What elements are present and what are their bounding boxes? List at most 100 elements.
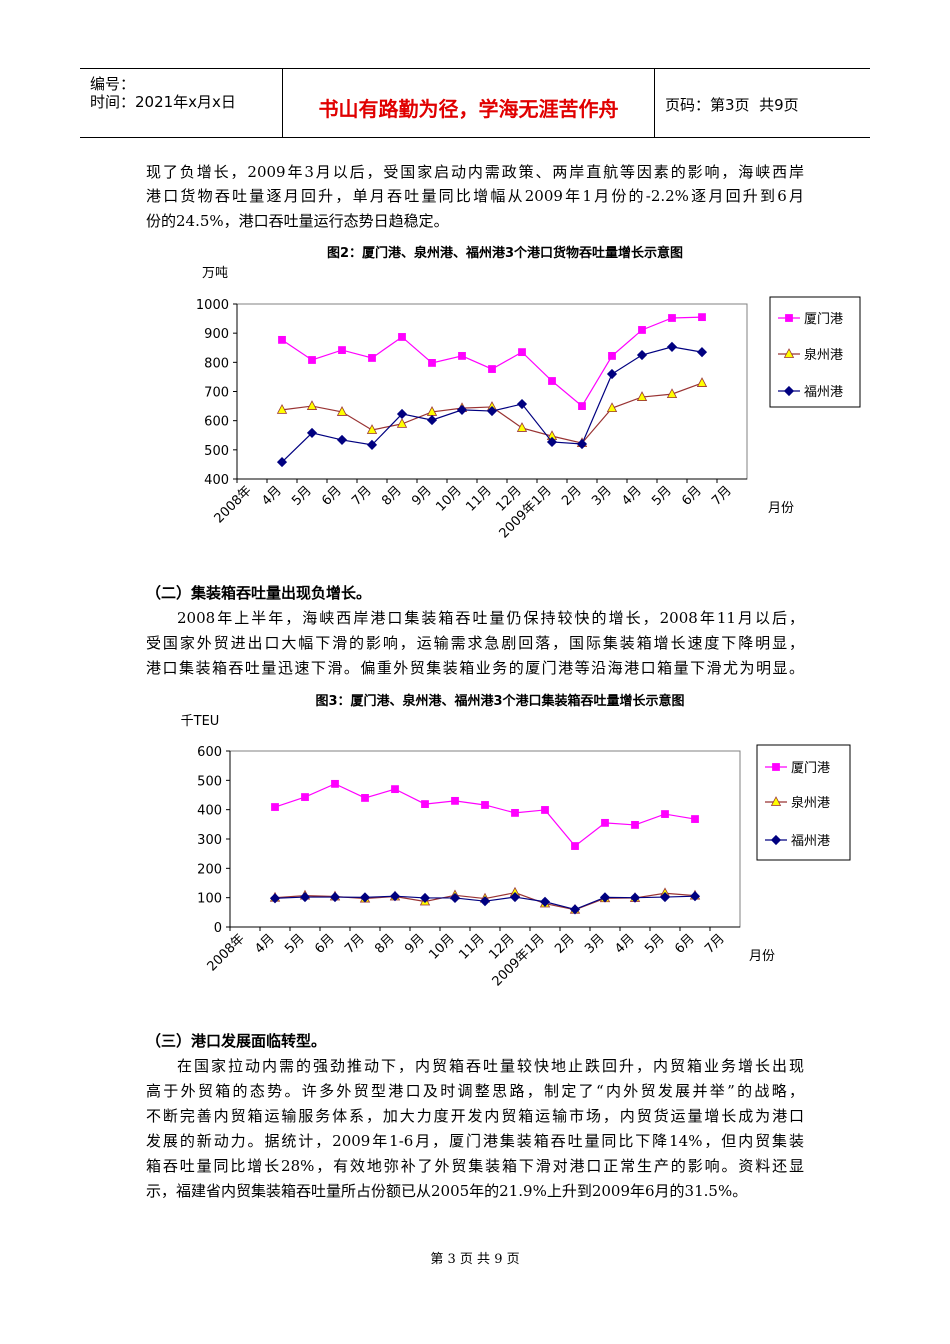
- y-tick-label: 500: [204, 444, 229, 459]
- marker: [783, 385, 795, 397]
- marker: [659, 892, 671, 903]
- plot-area: [236, 303, 748, 480]
- marker: [276, 457, 288, 468]
- y-tick-label: 200: [197, 862, 222, 877]
- marker: [599, 892, 611, 903]
- marker: [428, 359, 436, 367]
- text-line: 份的24.5%，港口吞吐量运行态势日趋稳定。: [146, 212, 449, 230]
- marker: [785, 314, 793, 322]
- marker: [668, 314, 676, 322]
- x-tick-label: 9月: [409, 483, 435, 509]
- marker: [666, 388, 678, 399]
- marker: [516, 422, 528, 432]
- marker: [306, 400, 318, 410]
- marker: [569, 904, 581, 915]
- marker: [578, 402, 586, 410]
- marker: [539, 896, 551, 907]
- header-right: 页码：第3页 共9页: [665, 69, 870, 137]
- y-tick-label: 1000: [196, 298, 229, 313]
- x-axis-label: 月份: [768, 501, 794, 516]
- marker: [486, 405, 498, 417]
- x-tick-label: 6月: [312, 931, 338, 957]
- time: 时间：2021年x月x日: [90, 93, 236, 111]
- marker: [338, 346, 346, 354]
- y-tick-label: 400: [197, 804, 222, 819]
- x-tick-label: 5月: [649, 483, 675, 509]
- marker: [336, 434, 348, 445]
- marker: [770, 796, 782, 806]
- marker: [396, 408, 408, 420]
- text-line: 箱吞吐量同比增长28%，有效地弥补了外贸集装箱下滑对港口正常生产的影响。资料还显: [146, 1157, 804, 1175]
- marker: [449, 892, 461, 904]
- marker: [456, 404, 468, 415]
- marker: [306, 427, 318, 438]
- x-tick-label: 11月: [456, 931, 487, 962]
- x-tick-label: 5月: [642, 931, 668, 957]
- marker: [783, 348, 795, 358]
- legend-label: 泉州港: [791, 795, 830, 811]
- x-tick-label: 6月: [319, 483, 345, 509]
- x-tick-label: 3月: [582, 931, 608, 957]
- x-tick-label: 6月: [672, 931, 698, 957]
- header: 编号： 时间：2021年x月x日 书山有路勤为径，学海无涯苦作舟 页码：第3页 …: [80, 68, 870, 138]
- marker: [698, 313, 706, 322]
- legend-label: 厦门港: [791, 761, 830, 776]
- x-tick-label: 11月: [463, 483, 494, 514]
- section-heading: （三）港口发展面临转型。: [146, 1032, 327, 1050]
- marker: [696, 377, 708, 387]
- legend: [769, 296, 861, 408]
- text-line: 港口集装箱吞吐量迅速下滑。偏重外贸集装箱业务的厦门港等沿海港口箱量下滑尤为明显。: [146, 659, 804, 677]
- y-tick-label: 300: [197, 833, 222, 848]
- x-tick-label: 7月: [349, 483, 375, 509]
- text-line: 示，福建省内贸集装箱吞吐量所占份额已从2005年的21.9%上升到2009年6月…: [146, 1182, 748, 1200]
- marker: [689, 891, 701, 902]
- y-tick-label: 400: [204, 473, 229, 488]
- x-tick-label: 8月: [372, 931, 398, 957]
- x-tick-label: 4月: [612, 931, 638, 957]
- marker: [368, 354, 376, 362]
- x-tick-label: 5月: [282, 931, 308, 957]
- marker: [661, 810, 669, 818]
- marker: [636, 391, 648, 401]
- marker: [366, 439, 378, 450]
- marker: [606, 368, 618, 380]
- header-mid: 书山有路勤为径，学海无涯苦作舟: [283, 69, 655, 137]
- marker: [696, 347, 708, 358]
- y-tick-label: 600: [204, 415, 229, 430]
- marker: [636, 349, 648, 361]
- legend-label: 福州港: [791, 834, 830, 849]
- marker: [691, 815, 699, 823]
- marker: [631, 821, 639, 829]
- x-tick-label: 4月: [252, 931, 278, 957]
- marker: [366, 424, 378, 434]
- x-tick-label: 5月: [289, 483, 315, 509]
- x-tick-label: 3月: [589, 483, 615, 509]
- marker: [278, 335, 286, 344]
- x-tick-label: 7月: [342, 931, 368, 957]
- marker: [638, 326, 646, 334]
- marker: [389, 891, 401, 902]
- legend-label: 厦门港: [804, 312, 843, 327]
- x-tick-label: 4月: [619, 483, 645, 509]
- marker: [518, 348, 526, 357]
- y-tick-label: 100: [197, 892, 222, 907]
- x-tick-label: 8月: [379, 483, 405, 509]
- text-line: 2008年上半年，海峡西岸港口集装箱吞吐量仍保持较快的增长，2008年11月以后…: [177, 609, 804, 627]
- text-line: 港口货物吞吐量逐月回升，单月吞吐量同比增幅从2009年1月份的-2.2%逐月回升…: [146, 187, 804, 205]
- marker: [271, 803, 279, 811]
- x-tick-label: 7月: [709, 483, 735, 509]
- marker: [391, 785, 399, 794]
- marker: [571, 842, 579, 850]
- text-line: 在国家拉动内需的强劲推动下，内贸箱吞吐量较快地止跌回升，内贸箱业务增长出现: [177, 1057, 804, 1075]
- marker: [269, 893, 281, 904]
- y-tick-label: 900: [204, 327, 229, 342]
- text-line: 不断完善内贸箱运输服务体系，加大力度开发内贸箱运输市场，内贸货运量增长成为港口: [146, 1107, 804, 1125]
- text-line: 受国家外贸进出口大幅下滑的影响，运输需求急剧回落，国际集装箱增长速度下降明显，: [146, 634, 804, 652]
- motto: 书山有路勤为径，学海无涯苦作舟: [318, 97, 619, 121]
- marker: [772, 763, 780, 771]
- marker: [516, 398, 528, 410]
- marker: [308, 356, 316, 364]
- marker: [359, 892, 371, 903]
